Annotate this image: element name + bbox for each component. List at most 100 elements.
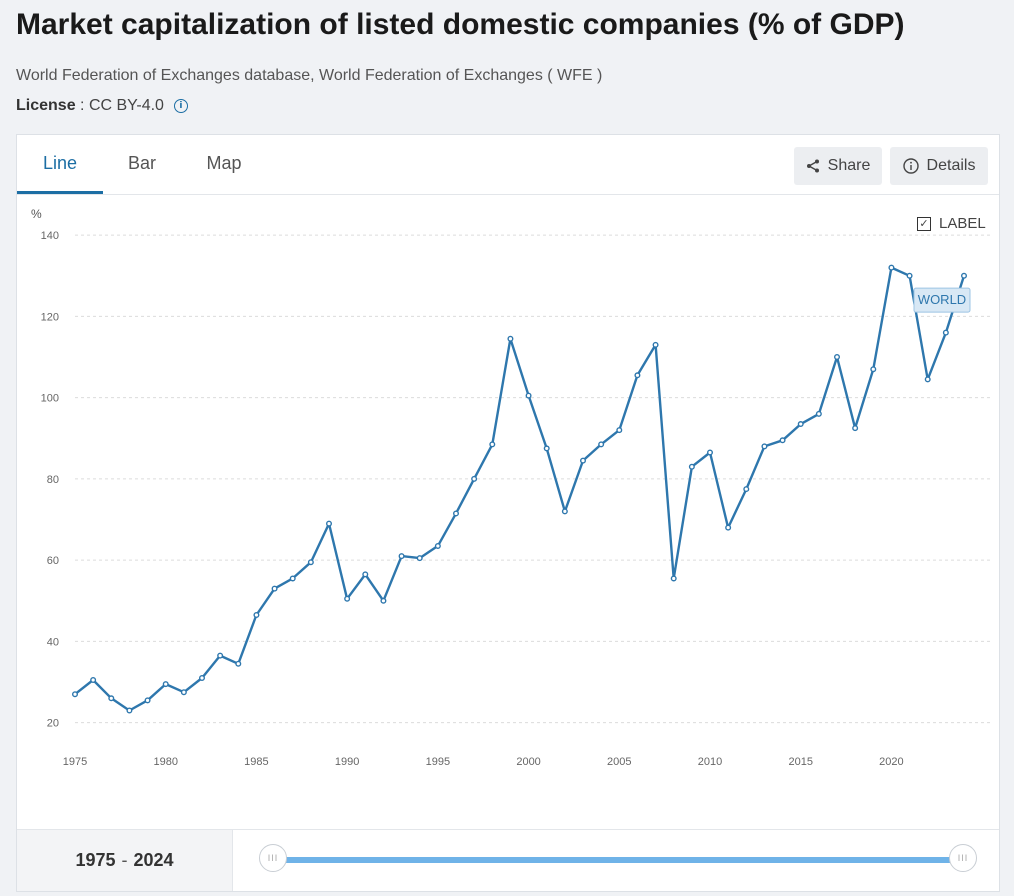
data-point [489,441,496,448]
data-point [834,354,841,361]
data-point [307,559,314,566]
data-point [434,542,441,549]
tab-line[interactable]: Line [17,135,103,194]
x-tick-label: 2000 [516,756,540,768]
data-point [362,571,369,578]
chart-card: Line Bar Map Share Details ✓ LABEL % 20 40… [16,134,1000,892]
range-slider-track[interactable] [273,857,963,863]
data-point [144,697,151,704]
data-point [162,681,169,688]
y-tick-label: 20 [47,718,59,730]
info-icon[interactable]: i [173,99,188,113]
data-point [253,612,260,619]
data-point [525,392,532,399]
series-label-box [913,287,971,313]
x-tick-label: 1985 [244,756,268,768]
data-point [616,427,623,434]
data-point [561,508,568,515]
data-point [398,553,405,560]
y-tick-label: 80 [47,474,59,486]
data-point [108,695,115,702]
data-point [652,341,659,348]
y-tick-label: 40 [47,636,59,648]
data-point [815,410,822,417]
data-point [289,575,296,582]
y-tick-label: 120 [41,311,59,323]
data-point [326,520,333,527]
tab-map[interactable]: Map [206,153,242,173]
data-point [725,524,732,531]
x-tick-label: 1990 [335,756,359,768]
data-point [416,555,423,562]
data-point [217,652,224,659]
data-point [453,510,460,517]
data-point [688,463,695,470]
data-point [598,441,605,448]
time-range-bar: 1975 - 2024 III III [17,829,999,891]
x-tick-label: 1975 [63,756,87,768]
data-point [888,264,895,271]
range-display: 1975 - 2024 [17,830,233,891]
data-point [852,425,859,432]
range-end: 2024 [133,850,174,870]
x-tick-label: 2005 [607,756,631,768]
y-axis-unit-label: % [31,207,42,221]
y-tick-label: 100 [41,393,59,405]
share-button[interactable]: Share [794,147,882,185]
x-tick-label: 1995 [426,756,450,768]
line-chart: % 20 40 60 80 100 120 140 1975 1980 1985 1990 1995 20… [31,207,990,768]
data-point [942,329,949,336]
data-point [344,595,351,602]
range-separator: - [121,850,128,870]
view-tabs: Line Bar Map Share Details [17,135,999,195]
data-point [180,689,187,696]
data-source: World Federation of Exchanges database, … [16,67,603,84]
data-point [380,597,387,604]
data-point [198,674,205,681]
data-point [670,575,677,582]
page-title: Market capitalization of listed domestic… [16,8,905,41]
series-line-world [74,266,966,712]
data-point [90,677,97,684]
x-tick-label: 2020 [879,756,903,768]
data-point [707,449,714,456]
y-tick-label: 60 [47,555,59,567]
license-label: License [16,97,76,114]
checkbox-checked-icon[interactable]: ✓ [917,216,931,231]
data-point [797,421,804,428]
tab-bar[interactable]: Bar [127,153,156,173]
share-label: Share [827,157,871,174]
data-point [271,585,278,592]
data-point [961,272,968,279]
data-point [870,366,877,373]
data-point [126,707,133,714]
license-info: License : CC BY-4.0 i [16,97,188,115]
details-button[interactable]: Details [890,147,988,185]
label-toggle[interactable]: ✓ LABEL [917,215,986,232]
data-point [906,272,913,279]
y-tick-label: 140 [41,230,59,242]
series-label-world: WORLD [918,292,966,307]
data-point [471,475,478,482]
x-tick-label: 2010 [698,756,722,768]
range-start: 1975 [75,850,116,870]
x-tick-label: 1980 [153,756,177,768]
data-point [507,335,514,342]
data-point [743,486,750,493]
info-circle-icon [902,158,919,174]
data-point [634,372,641,379]
data-point [924,376,931,383]
range-end-handle[interactable]: III [949,844,977,872]
data-point [779,437,786,444]
x-tick-label: 2015 [788,756,812,768]
data-point [543,445,550,452]
data-point [580,457,587,464]
data-point [761,443,768,450]
data-point [72,691,79,698]
license-value: : CC BY-4.0 [80,97,164,114]
data-point [235,660,242,667]
details-label: Details [926,157,976,174]
label-toggle-text: LABEL [939,215,986,232]
range-start-handle[interactable]: III [259,844,287,872]
share-icon [806,159,820,173]
